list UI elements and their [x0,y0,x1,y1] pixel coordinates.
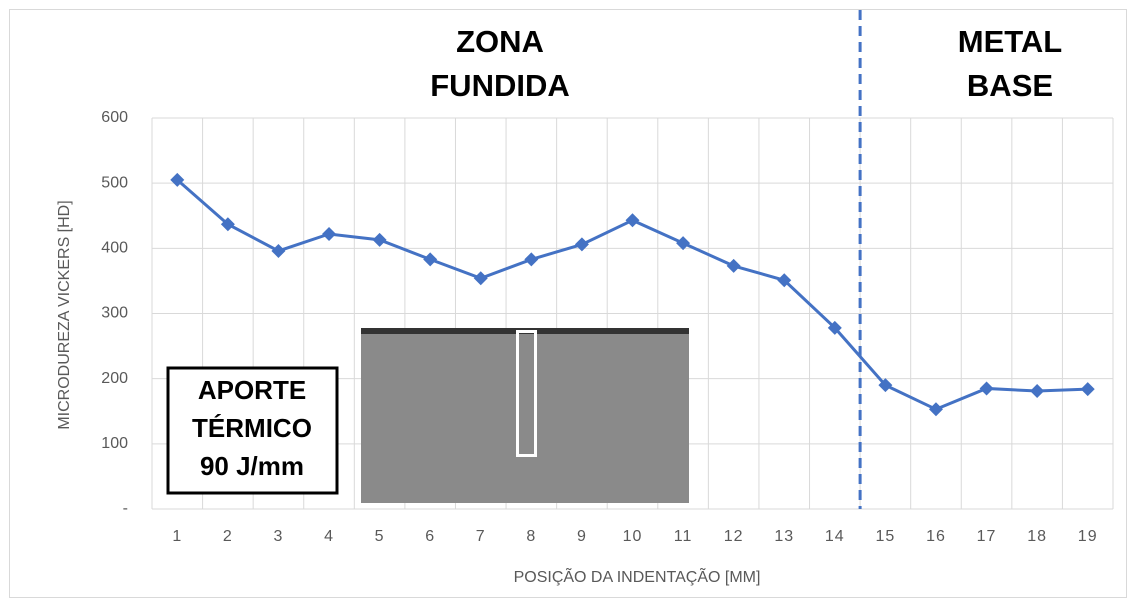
y-axis-title: MICRODUREZA VICKERS [HD] [56,200,73,429]
x-tick-label: 4 [324,528,334,545]
x-tick-label: 1 [172,528,182,545]
marker [827,320,842,335]
x-tick-label: 2 [223,528,233,545]
marker [1030,384,1045,399]
x-tick-label: 6 [425,528,435,545]
zone-label: FUNDIDA [430,68,570,103]
x-tick-label: 12 [724,528,744,545]
marker [625,213,640,228]
marker [322,226,337,241]
x-tick-label: 18 [1027,528,1047,545]
marker [676,236,691,251]
marker [271,243,286,258]
marker [372,232,387,247]
marker [878,378,893,393]
y-tick-label: 600 [101,109,128,126]
x-tick-label: 8 [526,528,536,545]
annotation-text: APORTE [198,375,306,405]
y-tick-label: 500 [101,174,128,191]
y-tick-label: 200 [101,370,128,387]
marker [726,258,741,273]
x-tick-label: 15 [875,528,895,545]
zone-label: METAL [958,24,1062,59]
marker [574,237,589,252]
x-tick-label: 14 [825,528,845,545]
marker [928,402,943,417]
x-axis-title: POSIÇÃO DA INDENTAÇÃO [MM] [514,566,761,586]
zone-label: ZONA [456,24,544,59]
zone-label: BASE [967,68,1053,103]
x-tick-label: 5 [375,528,385,545]
marker [220,217,235,232]
marker [170,172,185,187]
y-tick-label: 400 [101,240,128,257]
marker [1080,382,1095,397]
y-tick-label: - [123,500,128,517]
marker [979,381,994,396]
annotation-text: TÉRMICO [192,413,312,443]
annotation-text: 90 J/mm [200,451,304,481]
x-tick-label: 13 [774,528,794,545]
x-tick-label: 19 [1078,528,1098,545]
y-tick-label: 300 [101,305,128,322]
marker [777,273,792,288]
y-tick-label: 100 [101,435,128,452]
marker [423,252,438,267]
marker [473,271,488,286]
annotation-box: APORTE TÉRMICO 90 J/mm [166,366,339,495]
x-tick-label: 3 [273,528,283,545]
x-tick-label: 10 [623,528,643,545]
marker [524,252,539,267]
x-tick-label: 17 [977,528,997,545]
x-tick-label: 16 [926,528,946,545]
x-tick-label: 9 [577,528,587,545]
x-tick-label: 7 [476,528,486,545]
micrograph [361,328,689,503]
x-tick-label: 11 [674,528,693,545]
